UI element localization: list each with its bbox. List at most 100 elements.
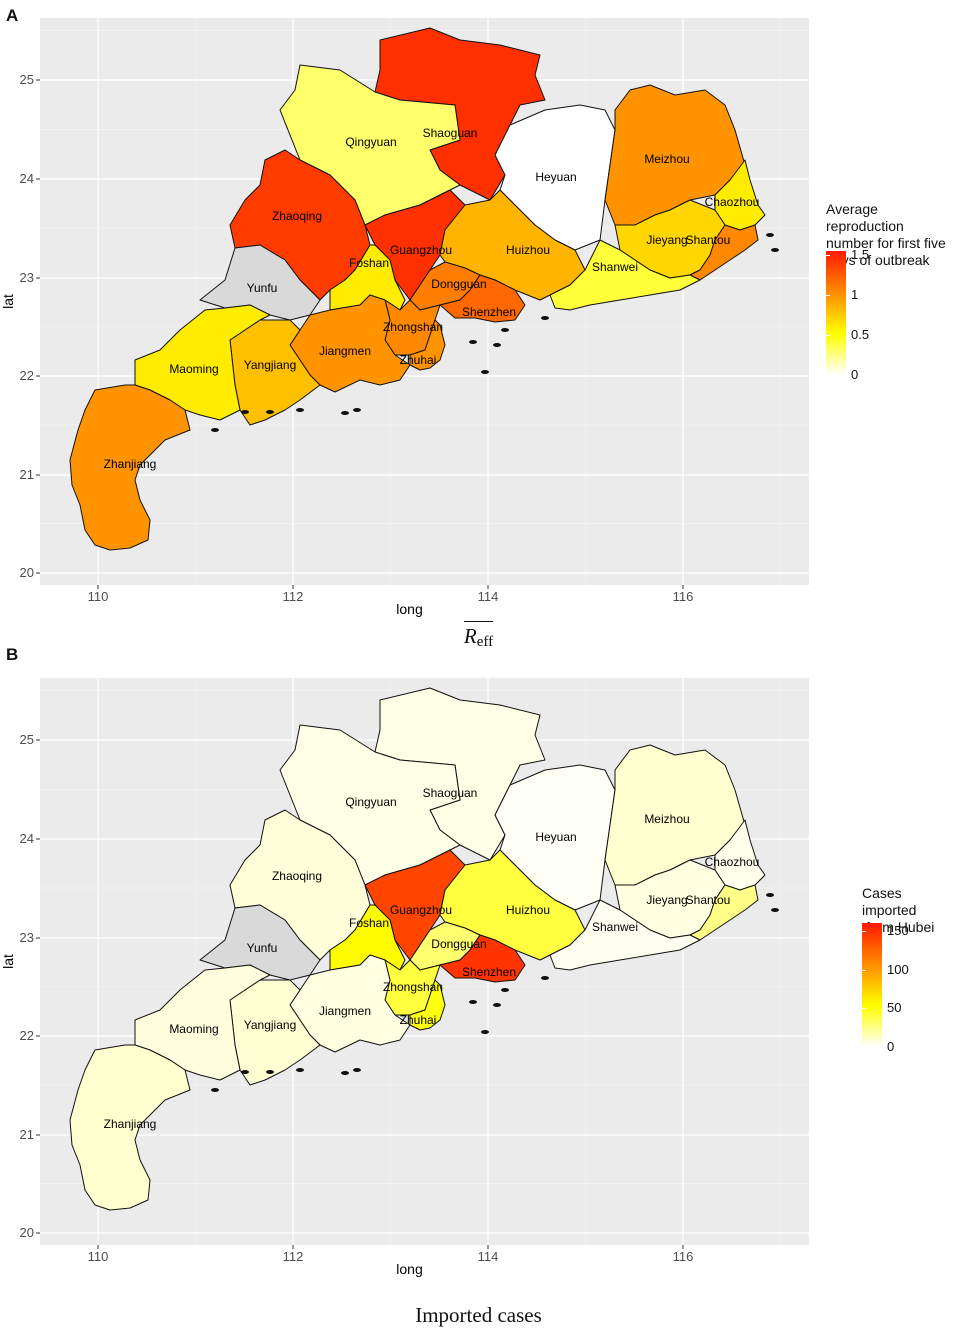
island-mark <box>481 1030 489 1034</box>
region-label: Shantou <box>686 233 731 247</box>
region-label: Jiangmen <box>319 344 371 358</box>
region-label: Shaoguan <box>423 126 478 140</box>
colorbar-tick-mark <box>826 375 830 376</box>
island-mark <box>493 1003 501 1007</box>
region-label: Shenzhen <box>462 965 516 979</box>
x-axis-label: long <box>396 601 422 617</box>
caption-a-main: R <box>463 624 477 648</box>
map-panel-b: Shaoguan Qingyuan Heyuan Meizhou Chaozhou Zha… <box>0 678 809 1277</box>
region-label: Qingyuan <box>345 795 396 809</box>
region-label: Maoming <box>169 1022 218 1036</box>
region-label: Shaoguan <box>423 786 478 800</box>
region-label: Chaozhou <box>705 855 760 869</box>
legend-a-title-line: number for first five <box>826 235 946 251</box>
region-label: Chaozhou <box>705 195 760 209</box>
y-tick-label: 20 <box>20 565 34 580</box>
legend-a-title-line: Average reproduction <box>826 201 904 234</box>
colorbar-tick-mark <box>862 1047 866 1048</box>
colorbar-tick-mark <box>862 930 866 932</box>
island-mark <box>766 233 774 237</box>
region-label: Yunfu <box>247 941 278 955</box>
region-shanwei <box>549 899 701 971</box>
x-tick-label: 112 <box>283 1249 304 1264</box>
region-label: Yangjiang <box>244 1018 297 1032</box>
island-mark <box>296 408 304 412</box>
region-zhanjiang <box>69 384 191 551</box>
x-tick-label: 116 <box>673 1249 694 1264</box>
region-zhuhai <box>409 319 446 371</box>
region-label: Jieyang <box>646 893 687 907</box>
y-tick-label: 23 <box>20 270 34 285</box>
y-tick-label: 25 <box>20 72 34 87</box>
x-axis-label: long <box>396 1261 422 1277</box>
island-mark <box>771 908 779 912</box>
legend-a-title: Average reproduction number for first fi… <box>826 201 957 269</box>
region-label: Guangzhou <box>390 243 452 257</box>
region-heyuan <box>494 104 616 251</box>
x-tick-label: 114 <box>478 589 499 604</box>
island-mark <box>481 370 489 374</box>
colorbar-tick-label: 0.5 <box>851 327 870 342</box>
x-tick-label: 112 <box>283 589 304 604</box>
y-tick-label: 20 <box>20 1225 34 1240</box>
region-label: Guangzhou <box>390 903 452 917</box>
region-label: Shantou <box>686 893 731 907</box>
region-label: Jiangmen <box>319 1004 371 1018</box>
region-label: Zhaoqing <box>272 209 322 223</box>
region-shantou <box>689 224 759 281</box>
region-label: Jieyang <box>646 233 687 247</box>
colorbar-tick-label: 150 <box>887 922 909 938</box>
colorbar-tick-label: 1 <box>851 287 859 302</box>
caption-a: Reff <box>0 621 957 651</box>
caption-a-sub: eff <box>476 634 494 650</box>
map-panel-a: Shaoguan Qingyuan Heyuan Meizhou Chaozhou Zha… <box>0 18 809 617</box>
island-mark <box>266 1070 274 1074</box>
region-label: Yunfu <box>247 281 278 295</box>
y-axis-label: lat <box>0 294 16 309</box>
y-tick-label: 22 <box>20 1028 34 1043</box>
x-tick-label: 110 <box>88 1249 109 1264</box>
y-tick-label: 22 <box>20 368 34 383</box>
colorbar-tick-label: 0 <box>851 367 859 382</box>
region-label: Meizhou <box>644 812 689 826</box>
panel-label-b: B <box>6 645 19 664</box>
region-yangjiang <box>229 979 321 1086</box>
colorbar-tick-mark <box>862 969 866 971</box>
y-tick-label: 21 <box>20 1127 34 1142</box>
island-mark <box>469 1000 477 1004</box>
colorbar-tick-label: 50 <box>887 1000 902 1016</box>
panel-label-a: A <box>6 6 19 25</box>
region-zhuhai <box>409 979 446 1031</box>
region-label: Foshan <box>349 916 389 930</box>
island-mark <box>353 1068 361 1072</box>
caption-b: Imported cases <box>415 1303 542 1327</box>
island-mark <box>266 410 274 414</box>
island-mark <box>211 428 219 432</box>
region-label: Qingyuan <box>345 135 396 149</box>
x-tick-label: 114 <box>478 1249 499 1264</box>
colorbar-tick-mark <box>826 255 830 256</box>
island-mark <box>771 248 779 252</box>
legend-b-title-line: Cases imported <box>862 885 917 918</box>
colorbar-tick-label: 1.5 <box>851 247 870 262</box>
island-mark <box>766 893 774 897</box>
island-mark <box>353 408 361 412</box>
island-mark <box>541 316 549 320</box>
colorbar-tick-mark <box>826 295 830 296</box>
region-label: Dongguan <box>431 277 486 291</box>
region-label: Shanwei <box>592 920 638 934</box>
legend-a-title-line: days of outbreak <box>826 252 930 268</box>
colorbar-tick-label: 0 <box>887 1039 895 1054</box>
region-label: Heyuan <box>535 170 576 184</box>
y-tick-label: 23 <box>20 930 34 945</box>
island-mark <box>241 410 249 414</box>
region-heyuan <box>494 764 616 911</box>
region-shanwei <box>549 239 701 311</box>
island-mark <box>241 1070 249 1074</box>
region-label: Huizhou <box>506 243 550 257</box>
island-mark <box>501 328 509 332</box>
region-label: Shanwei <box>592 260 638 274</box>
region-label: Zhuhai <box>400 1013 437 1027</box>
region-label: Maoming <box>169 362 218 376</box>
island-mark <box>341 411 349 415</box>
